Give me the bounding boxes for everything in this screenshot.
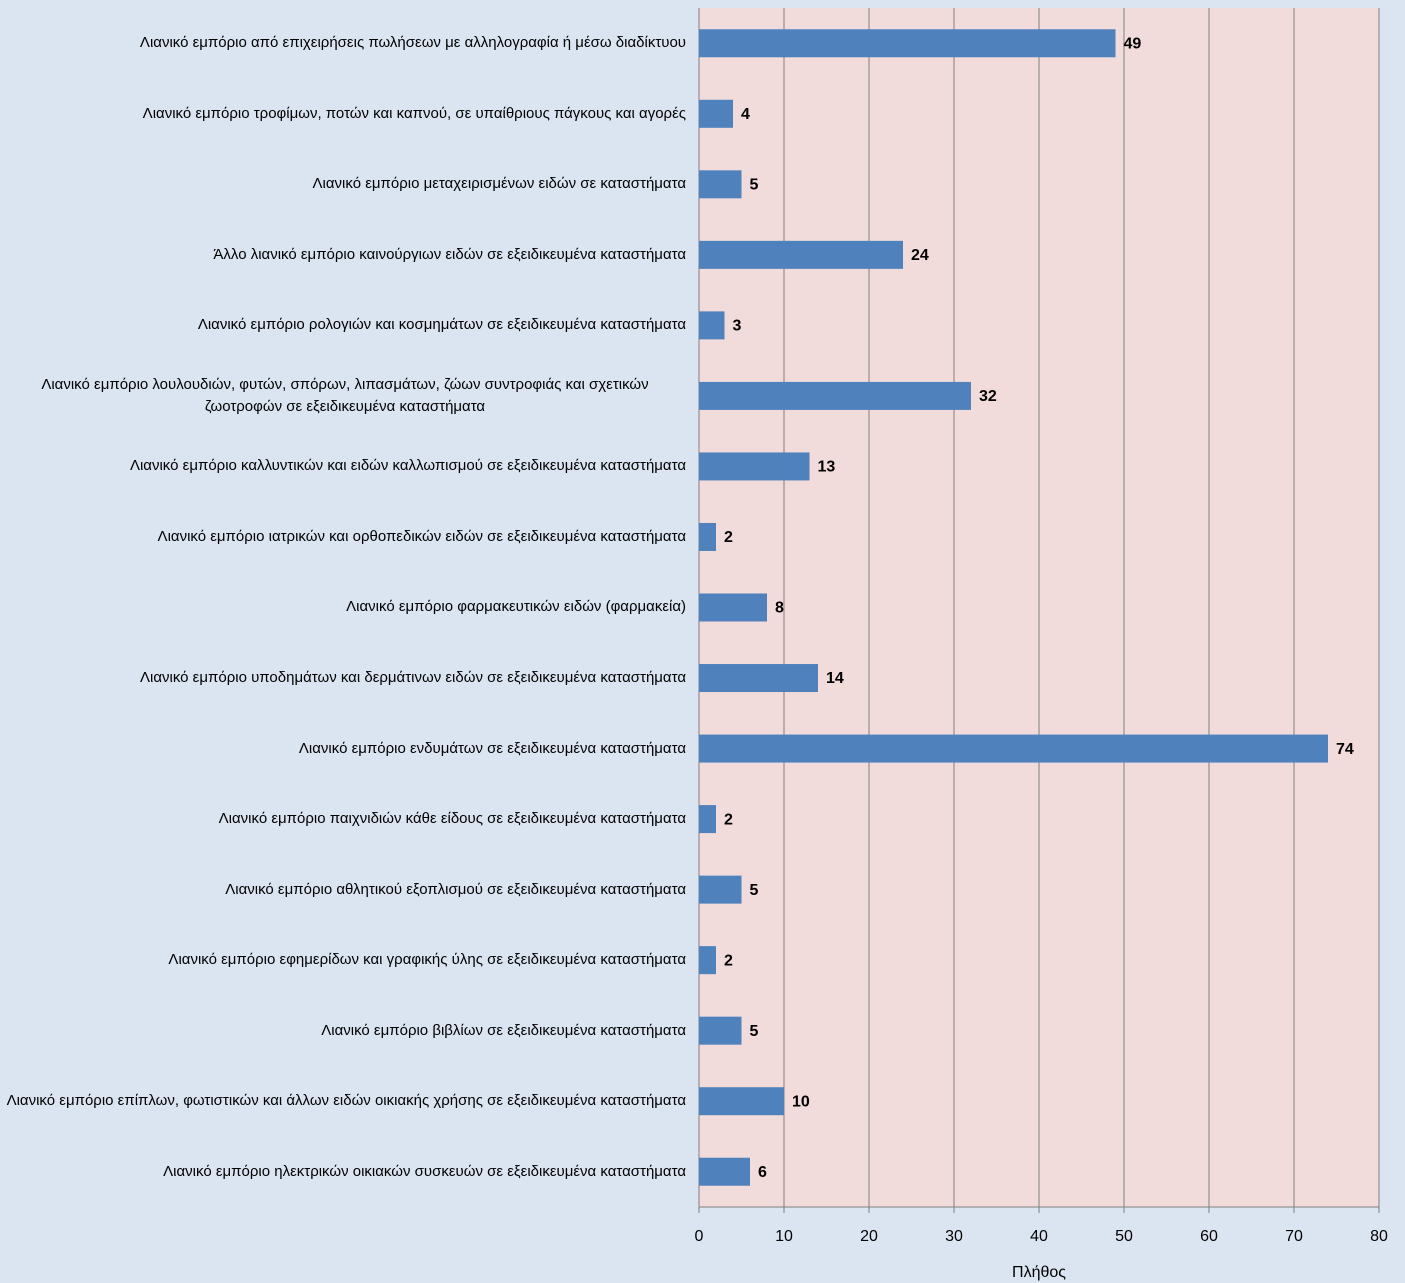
y-tick-label: Λιανικό εμπόριο παιχνιδιών κάθε είδους σ… — [218, 810, 686, 828]
y-tick-label: Λιανικό εμπόριο επίπλων, φωτιστικών και … — [6, 1092, 686, 1110]
y-tick-label-box: Λιανικό εμπόριο βιβλίων σε εξειδικευμένα… — [4, 995, 686, 1066]
y-tick-label: Λιανικό εμπόριο ηλεκτρικών οικιακών συσκ… — [163, 1162, 686, 1180]
y-tick-label-box: Λιανικό εμπόριο εφημερίδων και γραφικής … — [4, 925, 686, 996]
bar — [699, 946, 716, 975]
data-label: 14 — [826, 670, 844, 687]
x-tick-label: 40 — [1030, 1228, 1048, 1245]
bar — [699, 522, 716, 551]
data-label: 49 — [1124, 35, 1142, 52]
bar — [699, 664, 818, 693]
x-tick-label: 80 — [1370, 1228, 1388, 1245]
y-tick-label: Λιανικό εμπόριο εφημερίδων και γραφικής … — [168, 951, 686, 969]
bar — [699, 99, 733, 128]
data-label: 2 — [724, 811, 733, 828]
bar — [699, 240, 903, 269]
bar — [699, 734, 1328, 763]
y-tick-label: Λιανικό εμπόριο ιατρικών και ορθοπεδικών… — [157, 527, 686, 545]
x-tick-label: 30 — [945, 1228, 963, 1245]
y-tick-label: Λιανικό εμπόριο ρολογιών και κοσμημάτων … — [197, 316, 686, 334]
data-label: 5 — [750, 882, 759, 899]
y-tick-label: Λιανικό εμπόριο αθλητικού εξοπλισμού σε … — [225, 880, 686, 898]
data-label: 74 — [1336, 741, 1354, 758]
bar — [699, 593, 767, 622]
y-tick-label-box: Λιανικό εμπόριο μεταχειρισμένων ειδών σε… — [4, 149, 686, 220]
bar — [699, 170, 742, 199]
x-tick-label: 0 — [695, 1228, 704, 1245]
bar — [699, 29, 1116, 58]
y-tick-label: Λιανικό εμπόριο υποδημάτων και δερμάτινω… — [140, 669, 686, 686]
y-tick-label-box: Λιανικό εμπόριο ενδυμάτων σε εξειδικευμέ… — [4, 713, 686, 784]
y-tick-label: Λιανικό εμπόριο τροφίμων, ποτών και καπν… — [142, 104, 686, 122]
y-tick-label-box: Λιανικό εμπόριο ηλεκτρικών οικιακών συσκ… — [4, 1136, 686, 1207]
y-tick-label: Λιανικό εμπόριο καλλυντικών και ειδών κα… — [129, 457, 686, 475]
y-tick-label-box: Λιανικό εμπόριο καλλυντικών και ειδών κα… — [4, 431, 686, 502]
bar — [699, 452, 810, 481]
data-label: 24 — [911, 247, 929, 264]
y-tick-label: Λιανικό εμπόριο μεταχειρισμένων ειδών σε… — [312, 175, 686, 193]
data-label: 5 — [750, 177, 759, 194]
bar — [699, 1087, 784, 1116]
y-tick-label: Άλλο λιανικό εμπόριο καινούργιων ειδών σ… — [213, 245, 686, 263]
y-tick-label-box: Λιανικό εμπόριο λουλουδιών, φυτών, σπόρω… — [4, 361, 686, 432]
y-tick-label-box: Άλλο λιανικό εμπόριο καινούργιων ειδών σ… — [4, 220, 686, 291]
y-tick-label: Λιανικό εμπόριο λουλουδιών, φυτών, σπόρω… — [41, 375, 649, 415]
bar — [699, 875, 742, 904]
data-label: 13 — [818, 459, 836, 476]
y-tick-label-box: Λιανικό εμπόριο τροφίμων, ποτών και καπν… — [4, 79, 686, 150]
y-tick-label-box: Λιανικό εμπόριο αθλητικού εξοπλισμού σε … — [4, 854, 686, 925]
bar — [699, 1016, 742, 1045]
bar — [699, 1157, 750, 1186]
data-label: 5 — [750, 1023, 759, 1040]
y-tick-label-box: Λιανικό εμπόριο ρολογιών και κοσμημάτων … — [4, 290, 686, 361]
x-axis-title: Πλήθος — [1012, 1264, 1066, 1281]
y-tick-label-box: Λιανικό εμπόριο φαρμακευτικών ειδών (φαρ… — [4, 572, 686, 643]
bar — [699, 381, 971, 410]
data-label: 2 — [724, 952, 733, 969]
y-tick-label-box: Λιανικό εμπόριο παιχνιδιών κάθε είδους σ… — [4, 784, 686, 855]
x-tick-label: 10 — [775, 1228, 793, 1245]
y-tick-label: Λιανικό εμπόριο βιβλίων σε εξειδικευμένα… — [321, 1021, 686, 1039]
bar — [699, 805, 716, 834]
data-label: 10 — [792, 1093, 810, 1110]
y-tick-label-box: Λιανικό εμπόριο από επιχειρήσεις πωλήσεω… — [4, 8, 686, 79]
x-tick-label: 50 — [1115, 1228, 1133, 1245]
data-label: 32 — [979, 388, 997, 405]
x-tick-label: 20 — [860, 1228, 878, 1245]
data-label: 6 — [758, 1164, 767, 1181]
y-tick-label-box: Λιανικό εμπόριο επίπλων, φωτιστικών και … — [4, 1066, 686, 1137]
data-label: 8 — [775, 600, 784, 617]
y-tick-label: Λιανικό εμπόριο ενδυμάτων σε εξειδικευμέ… — [298, 739, 686, 757]
data-label: 4 — [741, 106, 750, 123]
bar — [699, 311, 725, 340]
x-tick-label: 70 — [1285, 1228, 1303, 1245]
y-tick-label: Λιανικό εμπόριο από επιχειρήσεις πωλήσεω… — [139, 34, 686, 52]
data-label: 2 — [724, 529, 733, 546]
y-tick-label-box: Λιανικό εμπόριο υποδημάτων και δερμάτινω… — [4, 643, 686, 714]
y-tick-label-box: Λιανικό εμπόριο ιατρικών και ορθοπεδικών… — [4, 502, 686, 573]
y-tick-label: Λιανικό εμπόριο φαρμακευτικών ειδών (φαρ… — [346, 598, 686, 616]
x-tick-label: 60 — [1200, 1228, 1218, 1245]
data-label: 3 — [733, 318, 742, 335]
